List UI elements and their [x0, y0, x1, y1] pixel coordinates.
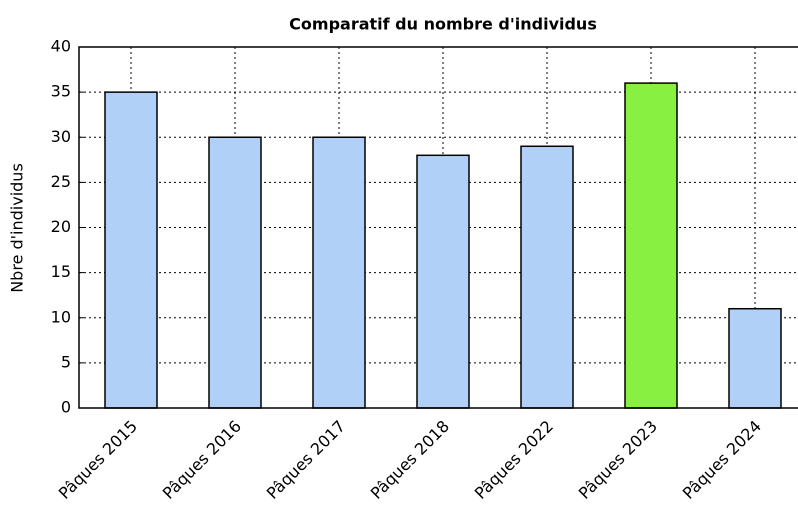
y-tick-label: 15 [51, 262, 71, 281]
y-axis-label: Nbre d'individus [8, 163, 27, 293]
y-tick-label: 40 [51, 37, 71, 56]
x-tick-label: Pâques 2015 [55, 417, 141, 503]
x-tick-label: Pâques 2016 [159, 417, 245, 503]
y-tick-label: 35 [51, 82, 71, 101]
y-tick-label: 10 [51, 307, 71, 326]
y-tick-label: 25 [51, 172, 71, 191]
bar [728, 307, 782, 409]
x-tick-label: Pâques 2018 [367, 417, 453, 503]
x-tick-label: Pâques 2024 [679, 417, 765, 503]
chart-title: Comparatif du nombre d'individus [289, 15, 597, 34]
bar [312, 136, 366, 409]
bar [104, 91, 158, 409]
y-tick-label: 5 [61, 352, 71, 371]
plot-frame [78, 46, 798, 409]
y-tick-label: 30 [51, 127, 71, 146]
x-tick-label: Pâques 2017 [263, 417, 349, 503]
bar [624, 82, 678, 409]
x-tick-label: Pâques 2023 [575, 417, 661, 503]
y-tick-label: 20 [51, 217, 71, 236]
y-tick-label: 0 [61, 398, 71, 417]
bar [208, 136, 262, 409]
bar [416, 154, 470, 409]
bar [520, 145, 574, 409]
x-tick-label: Pâques 2022 [471, 417, 557, 503]
